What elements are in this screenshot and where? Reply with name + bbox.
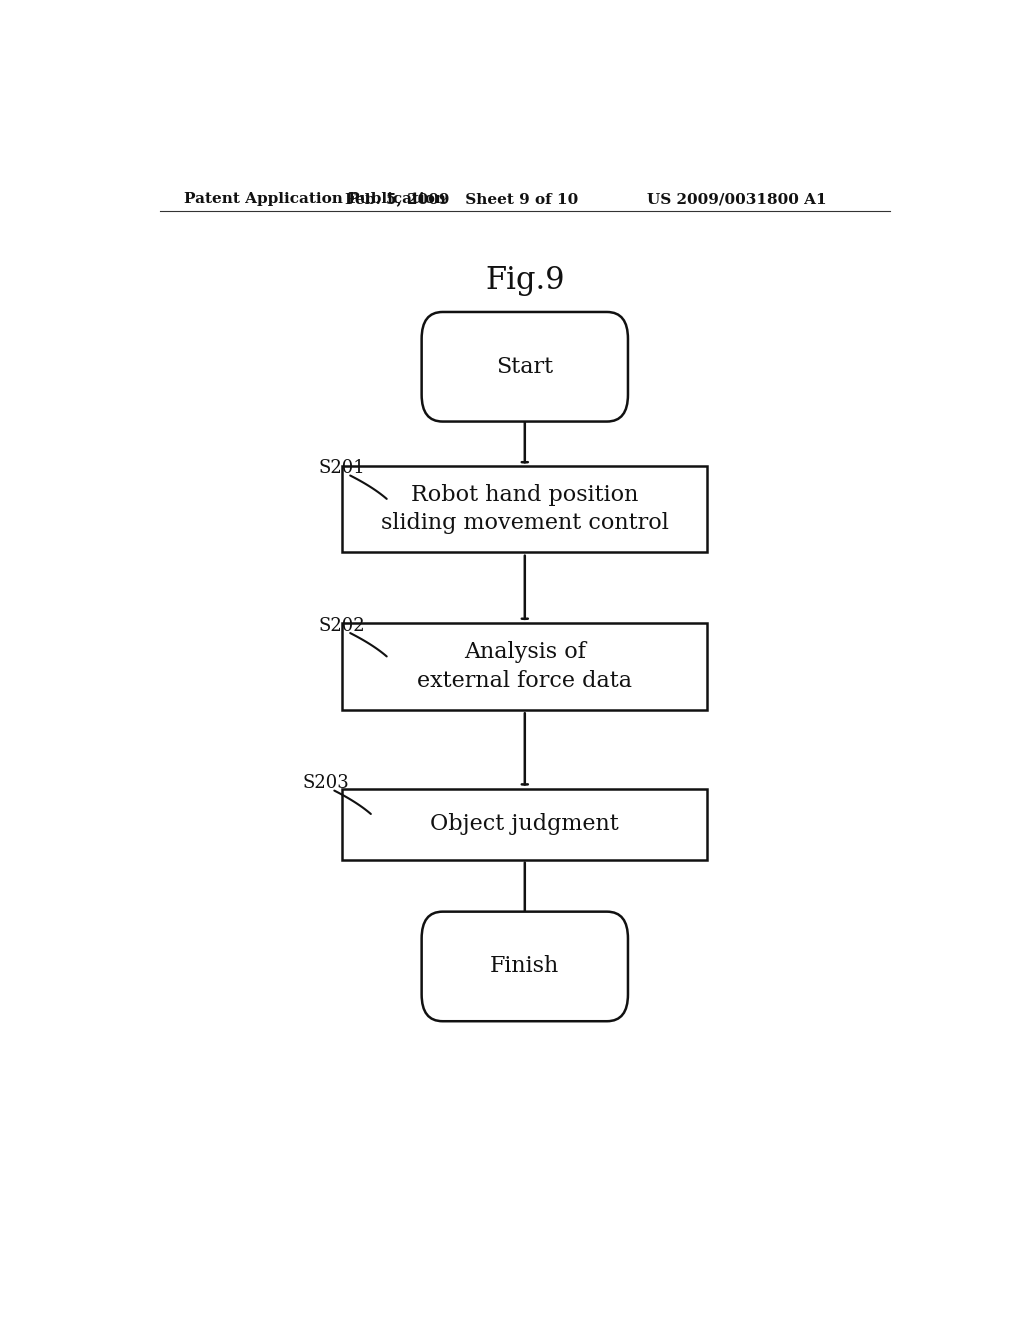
FancyBboxPatch shape	[342, 623, 708, 710]
Text: Fig.9: Fig.9	[485, 265, 564, 296]
Text: S202: S202	[318, 616, 366, 635]
Text: Robot hand position
sliding movement control: Robot hand position sliding movement con…	[381, 483, 669, 535]
Text: Patent Application Publication: Patent Application Publication	[183, 191, 445, 206]
Text: Finish: Finish	[490, 956, 559, 977]
Text: Feb. 5, 2009   Sheet 9 of 10: Feb. 5, 2009 Sheet 9 of 10	[345, 191, 578, 206]
Text: Start: Start	[497, 356, 553, 378]
FancyBboxPatch shape	[422, 912, 628, 1022]
Text: US 2009/0031800 A1: US 2009/0031800 A1	[647, 191, 826, 206]
FancyBboxPatch shape	[342, 466, 708, 552]
Text: S201: S201	[318, 459, 366, 478]
Text: Object judgment: Object judgment	[430, 813, 620, 836]
FancyBboxPatch shape	[422, 312, 628, 421]
Text: Analysis of
external force data: Analysis of external force data	[418, 642, 632, 692]
Text: S203: S203	[303, 775, 349, 792]
FancyBboxPatch shape	[342, 788, 708, 859]
